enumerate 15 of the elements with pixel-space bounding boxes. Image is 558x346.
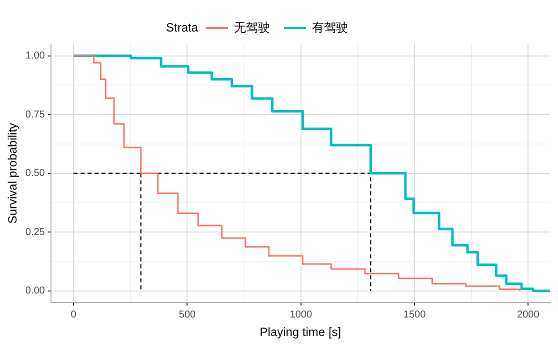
y-axis-title: Survival probability [6, 122, 20, 224]
y-tick-label: 0.00 [25, 286, 46, 297]
x-tick-label: 0 [70, 309, 77, 320]
x-axis-title: Playing time [s] [260, 325, 342, 340]
x-tick-label: 1000 [290, 309, 312, 320]
x-tick-label: 500 [178, 309, 196, 320]
legend-label: 有驾驶 [312, 20, 348, 34]
x-tick-label: 1500 [403, 309, 426, 320]
y-tick-label: 0.75 [25, 109, 46, 120]
legend-title: Strata [166, 20, 198, 34]
y-tick-label: 1.00 [25, 50, 46, 62]
x-tick-label: 2000 [517, 309, 540, 320]
legend-label: 无驾驶 [234, 20, 270, 34]
y-tick-label: 0.50 [25, 168, 46, 180]
y-tick-label: 0.25 [25, 226, 46, 238]
